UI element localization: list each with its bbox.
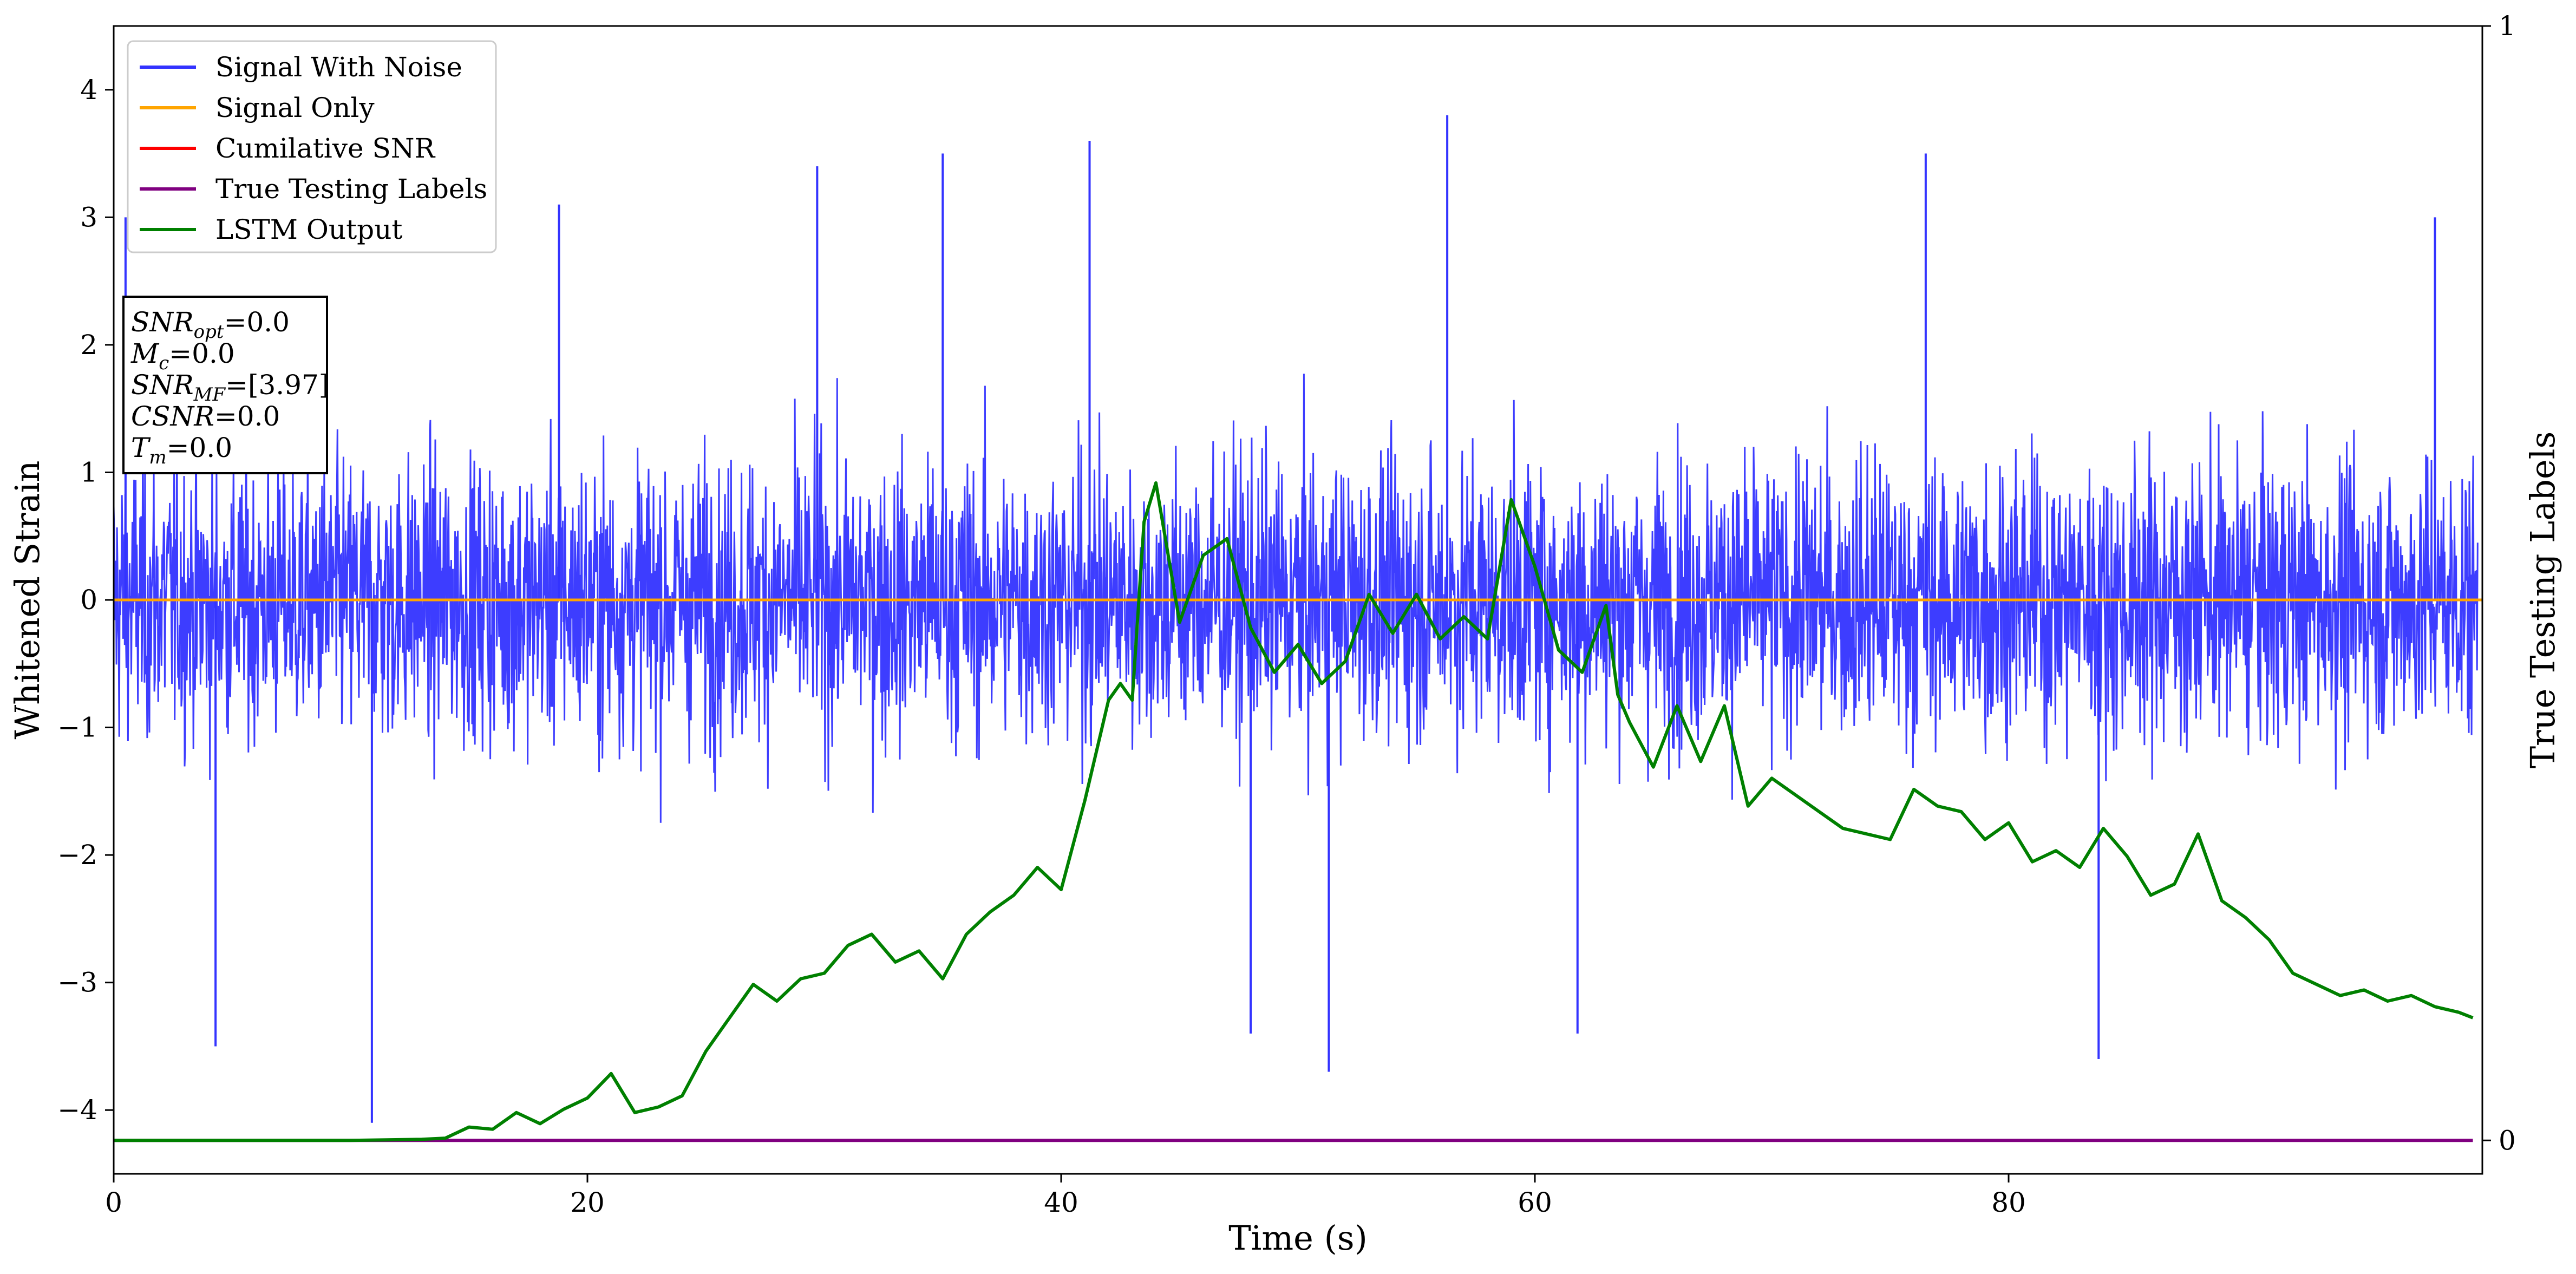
annotation-line: SNRMF=[3.97] — [131, 369, 329, 406]
legend-entry-label: LSTM Output — [215, 214, 402, 245]
right-axis-ticks: 10 — [2482, 10, 2516, 1156]
legend-frame — [127, 40, 497, 253]
x-tick-label: 20 — [570, 1187, 605, 1218]
legend-entry-label: Signal Only — [215, 92, 375, 123]
y-tick-label: 4 — [80, 74, 97, 106]
y-tick-label: −3 — [57, 967, 97, 998]
legend-entry-label: Signal With Noise — [215, 51, 462, 83]
x-tick-label: 0 — [105, 1187, 122, 1218]
y-axis-label: Whitened Strain — [8, 461, 47, 740]
series-layer — [114, 481, 2482, 1142]
annotation-line: Mc=0.0 — [130, 338, 235, 374]
x-tick-label: 80 — [1991, 1187, 2026, 1218]
legend-entry-label: True Testing Labels — [215, 173, 487, 205]
signal-with-noise-line — [113, 374, 2479, 823]
right-tick-label: 1 — [2499, 10, 2516, 42]
annotation-line: Tm=0.0 — [131, 432, 232, 468]
x-tick-label: 40 — [1044, 1187, 1078, 1218]
y-tick-label: 2 — [80, 329, 97, 361]
x-axis-label: Time (s) — [1228, 1218, 1368, 1258]
right-tick-label: 0 — [2499, 1125, 2516, 1156]
legend: Signal With Noise Signal Only Cumilative S… — [127, 40, 497, 253]
parameter-annotation-box: SNRopt=0.0Mc=0.0SNRMF=[3.97]CSNR=0.0Tm=0… — [122, 296, 329, 474]
y-tick-label: 1 — [80, 456, 97, 488]
y-tick-label: −2 — [57, 839, 97, 871]
y-tick-label: −4 — [57, 1094, 97, 1126]
signal-with-noise-series — [113, 115, 2479, 1123]
y-tick-label: −1 — [57, 712, 97, 743]
x-axis-ticks: 0 20 40 60 80 — [105, 1174, 2026, 1218]
y-tick-label: 3 — [80, 201, 97, 233]
y-tick-label: 0 — [80, 584, 97, 616]
x-tick-label: 60 — [1518, 1187, 1552, 1218]
annotation-line: SNRopt=0.0 — [131, 306, 290, 343]
y-axis-ticks: 4 3 2 1 0 −1 −2 −3 −4 — [57, 74, 114, 1126]
right-axis-label: True Testing Labels — [2523, 432, 2562, 769]
legend-entry-label: Cumilative SNR — [215, 133, 435, 164]
annotation-line: CSNR=0.0 — [131, 401, 280, 432]
lstm-output-line — [114, 481, 2474, 1142]
annotation-frame — [122, 296, 328, 474]
